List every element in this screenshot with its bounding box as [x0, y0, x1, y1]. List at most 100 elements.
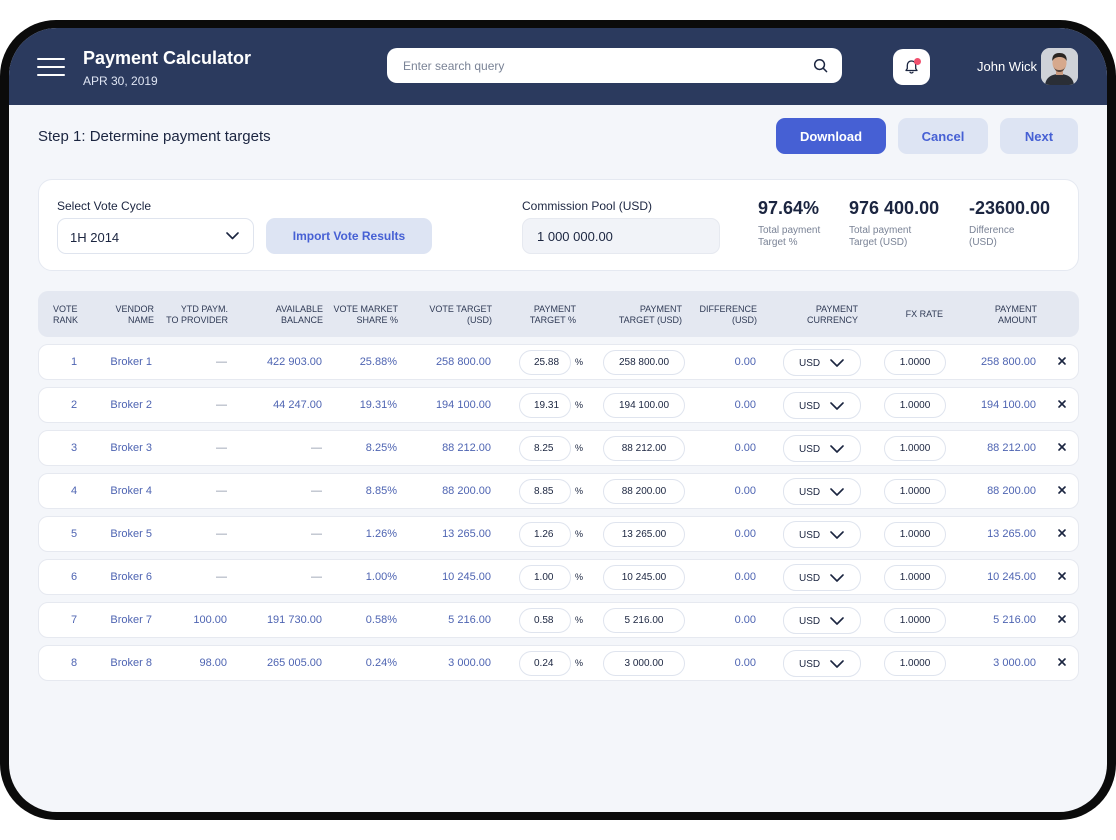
close-icon[interactable]: [1055, 526, 1069, 540]
cell-rank: 1: [71, 356, 78, 368]
percent-sign: %: [575, 443, 584, 453]
cell-ytd: —: [216, 442, 227, 454]
table-row: 6 Broker 6 — — 1.00% 10 245.00% 0.00 USD 10 245.…: [38, 559, 1079, 595]
cell-share: 0.58%: [365, 614, 397, 626]
payment-target-percent-input[interactable]: [519, 608, 571, 633]
payment-target-usd-input[interactable]: [603, 479, 685, 504]
cell-balance: —: [311, 528, 322, 540]
column-header-share: VOTE MARKET SHARE %: [333, 304, 398, 326]
payment-currency-select[interactable]: USD: [783, 650, 861, 677]
payment-currency-select[interactable]: USD: [783, 349, 861, 376]
cell-share: 8.25%: [365, 442, 397, 454]
payment-currency-select[interactable]: USD: [783, 392, 861, 419]
payment-currency-select[interactable]: USD: [783, 435, 861, 462]
fx-rate-input[interactable]: [884, 651, 946, 676]
download-button[interactable]: Download: [776, 118, 886, 154]
close-icon[interactable]: [1055, 569, 1069, 583]
table-row: 3 Broker 3 — — 8.25% 88 212.00% 0.00 USD 88 212.…: [38, 430, 1079, 466]
device-frame: Payment Calculator APR 30, 2019 John Wic…: [0, 20, 1116, 820]
cell-vendor[interactable]: Broker 1: [110, 356, 152, 368]
cell-share: 8.85%: [365, 485, 397, 497]
import-vote-results-button[interactable]: Import Vote Results: [266, 218, 432, 254]
column-header-diff: DIFFERENCE (USD): [699, 304, 757, 326]
payment-target-usd-input[interactable]: [603, 651, 685, 676]
payment-target-percent-input[interactable]: [519, 651, 571, 676]
cell-amount: 3 000.00: [993, 657, 1036, 669]
column-header-line: BALANCE: [280, 315, 323, 325]
chevron-down-icon: [226, 232, 239, 240]
search-icon[interactable]: [813, 58, 828, 73]
vote-cycle-select[interactable]: 1H 2014: [57, 218, 254, 254]
table-row: 2 Broker 2 — 44 247.00 19.31% 194 100.00% 0.00…: [38, 387, 1079, 423]
cell-ytd: —: [216, 571, 227, 583]
cell-amount: 88 200.00: [987, 485, 1036, 497]
close-icon[interactable]: [1055, 483, 1069, 497]
stat-caption: Total payment Target %: [758, 225, 821, 248]
payment-target-percent-input[interactable]: [519, 393, 571, 418]
cell-target: 194 100.00: [435, 399, 491, 411]
payment-target-usd-input[interactable]: [603, 565, 685, 590]
chevron-down-icon: [830, 402, 844, 410]
fx-rate-input[interactable]: [884, 522, 946, 547]
user-name[interactable]: John Wick: [977, 59, 1037, 74]
cell-rank: 2: [71, 399, 78, 411]
chevron-down-icon: [830, 660, 844, 668]
percent-sign: %: [575, 486, 584, 496]
cell-rank: 4: [71, 485, 78, 497]
cell-vendor[interactable]: Broker 5: [110, 528, 152, 540]
close-icon[interactable]: [1055, 612, 1069, 626]
next-button[interactable]: Next: [1000, 118, 1078, 154]
payment-currency-select[interactable]: USD: [783, 478, 861, 505]
fx-rate-input[interactable]: [884, 436, 946, 461]
cell-share: 19.31%: [359, 399, 397, 411]
cell-ytd: 100.00: [193, 614, 227, 626]
fx-rate-input[interactable]: [884, 608, 946, 633]
payment-target-usd-input[interactable]: [603, 608, 685, 633]
cell-vendor[interactable]: Broker 3: [110, 442, 152, 454]
payment-target-percent-input[interactable]: [519, 436, 571, 461]
step-title: Step 1: Determine payment targets: [38, 128, 271, 145]
fx-rate-input[interactable]: [884, 350, 946, 375]
commission-pool-input[interactable]: [522, 218, 720, 254]
payment-target-usd-input[interactable]: [603, 393, 685, 418]
chevron-down-icon: [830, 488, 844, 496]
cell-diff: 0.00: [734, 528, 756, 540]
cell-vendor[interactable]: Broker 8: [110, 657, 152, 669]
close-icon[interactable]: [1055, 354, 1069, 368]
fx-rate-input[interactable]: [884, 565, 946, 590]
cancel-button[interactable]: Cancel: [898, 118, 988, 154]
fx-rate-input[interactable]: [884, 393, 946, 418]
currency-value: USD: [799, 659, 821, 670]
payment-target-percent-input[interactable]: [519, 565, 571, 590]
payment-currency-select[interactable]: USD: [783, 564, 861, 591]
notifications-button[interactable]: [893, 49, 930, 85]
cell-vendor[interactable]: Broker 2: [110, 399, 152, 411]
cell-vendor[interactable]: Broker 4: [110, 485, 152, 497]
fx-rate-input[interactable]: [884, 479, 946, 504]
menu-icon[interactable]: [37, 58, 65, 78]
cell-vendor[interactable]: Broker 6: [110, 571, 152, 583]
close-icon[interactable]: [1055, 440, 1069, 454]
payment-target-percent-input[interactable]: [519, 479, 571, 504]
table-row: 7 Broker 7 100.00 191 730.00 0.58% 5 216.00% 0…: [38, 602, 1079, 638]
currency-value: USD: [799, 573, 821, 584]
close-icon[interactable]: [1055, 397, 1069, 411]
payment-target-percent-input[interactable]: [519, 350, 571, 375]
avatar[interactable]: [1041, 48, 1078, 85]
cell-vendor[interactable]: Broker 7: [110, 614, 152, 626]
cell-rank: 8: [71, 657, 78, 669]
search-input[interactable]: [387, 48, 797, 83]
column-header-line: (USD): [467, 315, 492, 325]
payment-currency-select[interactable]: USD: [783, 521, 861, 548]
payment-target-usd-input[interactable]: [603, 522, 685, 547]
close-icon[interactable]: [1055, 655, 1069, 669]
cell-balance: 265 005.00: [266, 657, 322, 669]
commission-pool-label: Commission Pool (USD): [522, 199, 653, 213]
payment-target-percent-input[interactable]: [519, 522, 571, 547]
stat-total-target-usd: 976 400.00 Total payment Target (USD): [849, 198, 939, 249]
payment-currency-select[interactable]: USD: [783, 607, 861, 634]
payment-target-usd-input[interactable]: [603, 350, 685, 375]
payment-target-usd-input[interactable]: [603, 436, 685, 461]
cell-amount: 5 216.00: [993, 614, 1036, 626]
cell-target: 3 000.00: [448, 657, 491, 669]
